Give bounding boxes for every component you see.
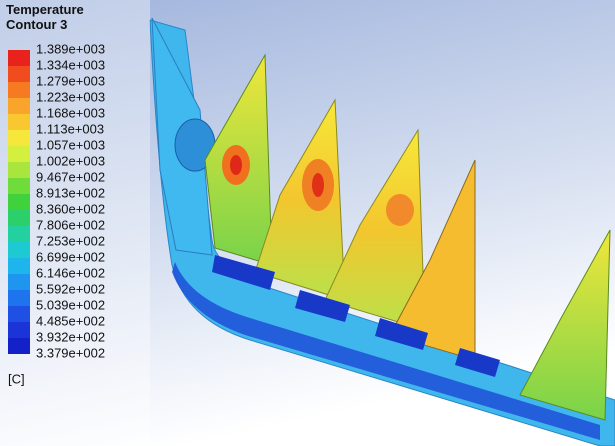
colorbar-label: 7.253e+002 bbox=[36, 233, 105, 248]
colorbar-band bbox=[8, 98, 30, 114]
colorbar-label: 5.592e+002 bbox=[36, 281, 105, 296]
colorbar-band bbox=[8, 322, 30, 338]
colorbar-label: 9.467e+002 bbox=[36, 169, 105, 184]
colorbar-band bbox=[8, 114, 30, 130]
hot-spot bbox=[386, 194, 414, 226]
colorbar-band bbox=[8, 178, 30, 194]
colorbar-label: 4.485e+002 bbox=[36, 313, 105, 328]
colorbar-band bbox=[8, 226, 30, 242]
legend-title: Temperature bbox=[6, 2, 84, 17]
screenshot: Temperature Contour 3 1.389e+0031.334e+0… bbox=[0, 0, 615, 446]
colorbar-label: 1.113e+003 bbox=[36, 121, 104, 136]
colorbar-label: 6.699e+002 bbox=[36, 249, 105, 264]
colorbar-band bbox=[8, 194, 30, 210]
colorbar-band bbox=[8, 50, 30, 66]
colorbar-band bbox=[8, 66, 30, 82]
hot-spot bbox=[230, 155, 242, 175]
colorbar-band bbox=[8, 338, 30, 354]
legend-subtitle: Contour 3 bbox=[6, 17, 67, 32]
colorbar-band bbox=[8, 290, 30, 306]
colorbar-band bbox=[8, 258, 30, 274]
colorbar-label: 1.279e+003 bbox=[36, 73, 105, 88]
colorbar-band bbox=[8, 146, 30, 162]
colorbar-label: 8.360e+002 bbox=[36, 201, 105, 216]
hot-spot bbox=[312, 173, 324, 197]
colorbar-label: 3.379e+002 bbox=[36, 345, 105, 360]
legend-unit: [C] bbox=[8, 371, 25, 386]
colorbar-band bbox=[8, 130, 30, 146]
colorbar-label: 1.002e+003 bbox=[36, 153, 105, 168]
colorbar-label: 8.913e+002 bbox=[36, 185, 105, 200]
colorbar bbox=[8, 50, 30, 354]
colorbar-band bbox=[8, 82, 30, 98]
colorbar-label: 3.932e+002 bbox=[36, 329, 105, 344]
colorbar-label: 1.168e+003 bbox=[36, 105, 105, 120]
colorbar-labels: 1.389e+0031.334e+0031.279e+0031.223e+003… bbox=[36, 41, 105, 360]
colorbar-label: 1.389e+003 bbox=[36, 41, 105, 56]
colorbar-band bbox=[8, 274, 30, 290]
contour-view: Temperature Contour 3 1.389e+0031.334e+0… bbox=[0, 0, 615, 446]
colorbar-label: 5.039e+002 bbox=[36, 297, 105, 312]
colorbar-band bbox=[8, 306, 30, 322]
colorbar-label: 1.223e+003 bbox=[36, 89, 105, 104]
colorbar-label: 1.057e+003 bbox=[36, 137, 105, 152]
colorbar-label: 6.146e+002 bbox=[36, 265, 105, 280]
colorbar-label: 1.334e+003 bbox=[36, 57, 105, 72]
colorbar-band bbox=[8, 210, 30, 226]
colorbar-band bbox=[8, 242, 30, 258]
colorbar-band bbox=[8, 162, 30, 178]
colorbar-label: 7.806e+002 bbox=[36, 217, 105, 232]
